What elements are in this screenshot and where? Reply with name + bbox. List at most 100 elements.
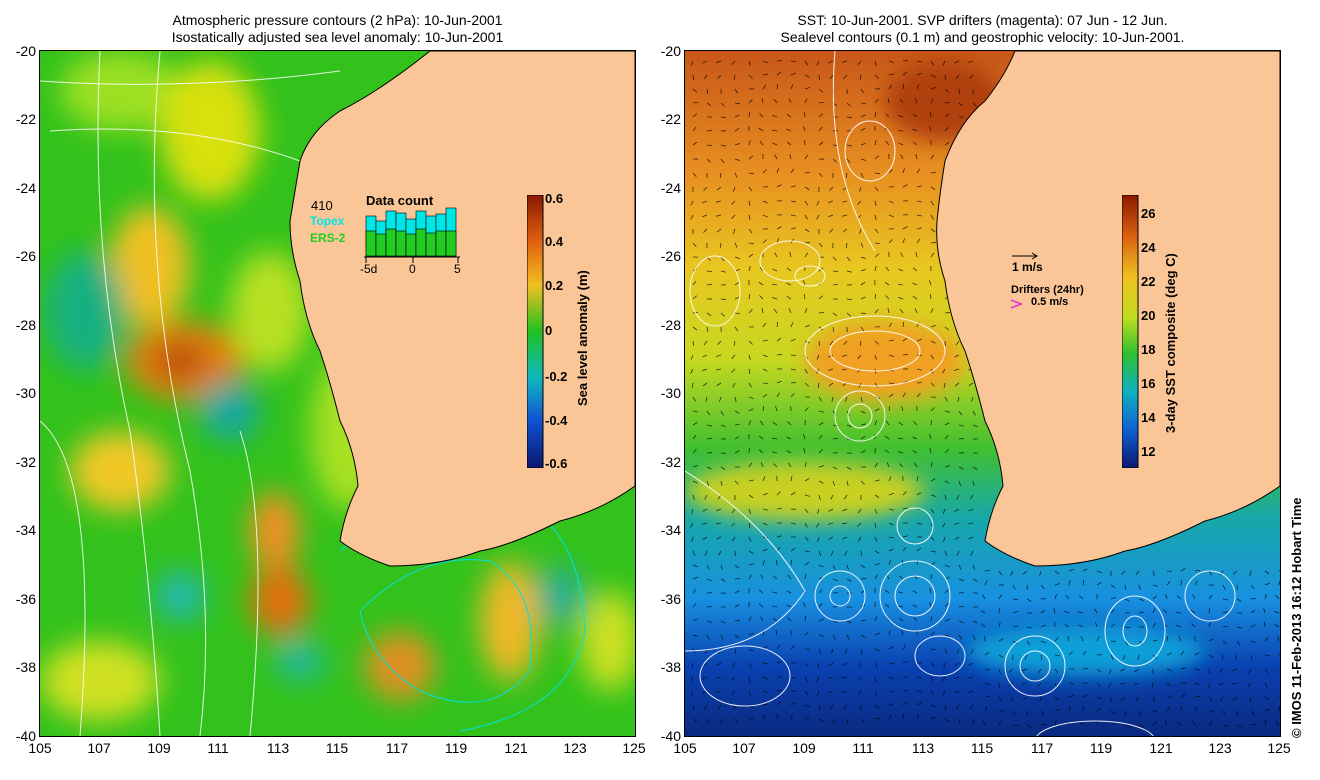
velocity-arrow (958, 88, 961, 95)
velocity-arrow (888, 60, 894, 64)
velocity-arrow (828, 354, 834, 358)
velocity-arrow (857, 522, 862, 527)
velocity-arrow (692, 340, 695, 347)
velocity-arrow (804, 550, 810, 553)
velocity-arrow (846, 564, 849, 570)
velocity-arrow (830, 550, 834, 556)
velocity-arrow (716, 536, 722, 540)
velocity-arrow (716, 382, 722, 386)
data-count-xlabel-start: -5d (360, 262, 378, 276)
velocity-arrow (1190, 609, 1196, 614)
velocity-arrow (860, 450, 866, 454)
velocity-arrow (957, 396, 960, 402)
velocity-arrow (774, 252, 778, 258)
velocity-arrow (857, 676, 862, 681)
velocity-arrow (843, 340, 848, 345)
velocity-arrow (734, 619, 741, 622)
velocity-arrow (1222, 598, 1228, 601)
lat-tick: -22 (660, 111, 681, 127)
velocity-arrow (968, 690, 974, 694)
velocity-arrow (772, 296, 778, 300)
velocity-arrow (731, 522, 736, 527)
velocity-arrow (772, 114, 778, 118)
velocity-arrow (1110, 608, 1115, 614)
velocity-arrow (912, 295, 918, 300)
velocity-arrow (888, 662, 895, 665)
velocity-arrow (888, 630, 891, 636)
velocity-arrow (943, 382, 946, 388)
velocity-arrow (692, 141, 698, 146)
velocity-arrow (968, 536, 974, 540)
velocity-arrow (874, 308, 879, 314)
velocity-arrow (762, 169, 767, 174)
velocity-arrow (776, 507, 782, 510)
velocity-arrow (748, 60, 751, 66)
velocity-arrow (1166, 636, 1169, 642)
velocity-arrow (804, 241, 811, 244)
velocity-arrow (860, 88, 865, 94)
velocity-arrow (859, 74, 862, 80)
velocity-arrow (1024, 654, 1028, 660)
velocity-arrow (958, 620, 964, 623)
sea-level-colorbar (527, 195, 544, 468)
velocity-arrow (748, 462, 753, 468)
velocity-arrow (901, 630, 904, 636)
velocity-arrow (901, 559, 904, 566)
velocity-arrow (734, 143, 740, 146)
velocity-arrow (930, 87, 936, 90)
velocity-arrow (970, 648, 974, 654)
velocity-arrow (874, 74, 879, 79)
left-map-panel: Data count 410 Topex ERS-2 -5d 0 5 0.6 0… (40, 51, 635, 736)
velocity-arrow (860, 158, 866, 161)
velocity-arrow (772, 142, 778, 146)
velocity-arrow (874, 676, 877, 682)
velocity-arrow (972, 102, 978, 107)
lon-tick: 109 (147, 740, 171, 756)
velocity-arrow (759, 113, 764, 118)
velocity-arrow (874, 253, 880, 258)
velocity-arrow (1176, 611, 1182, 614)
velocity-arrow (790, 84, 794, 90)
velocity-arrow (1068, 580, 1071, 586)
velocity-arrow (790, 354, 797, 357)
velocity-arrow (720, 298, 727, 301)
velocity-arrow (944, 704, 947, 710)
velocity-arrow (1275, 594, 1280, 600)
velocity-arrow (734, 242, 738, 248)
velocity-arrow (930, 98, 934, 104)
velocity-arrow (998, 696, 1003, 702)
right-title-line2: Sealevel contours (0.1 m) and geostrophi… (780, 29, 1185, 45)
right-title: SST: 10-Jun-2001. SVP drifters (magenta)… (685, 12, 1280, 46)
velocity-arrow (804, 462, 807, 468)
velocity-arrow (1040, 609, 1046, 614)
velocity-arrow (775, 630, 778, 636)
velocity-arrow (776, 184, 782, 188)
velocity-arrow (720, 466, 726, 471)
velocity-arrow (761, 308, 764, 314)
velocity-arrow (912, 436, 918, 440)
velocity-arrow (930, 648, 937, 651)
velocity-arrow (748, 242, 754, 245)
velocity-arrow (692, 588, 697, 594)
velocity-arrow (762, 239, 767, 244)
velocity-arrow (1079, 721, 1084, 726)
lon-tick: 115 (325, 740, 349, 756)
velocity-arrow (887, 308, 890, 314)
velocity-arrow (804, 214, 808, 220)
velocity-arrow (943, 662, 946, 668)
velocity-arrow (804, 704, 810, 708)
velocity-arrow (690, 690, 694, 696)
lon-tick: 107 (732, 740, 756, 756)
velocity-arrow (842, 368, 848, 371)
velocity-arrow (734, 158, 740, 161)
velocity-arrow (692, 88, 698, 93)
velocity-arrow (860, 102, 867, 105)
velocity-arrow (776, 226, 782, 230)
velocity-arrow (874, 266, 877, 272)
velocity-arrow (912, 604, 918, 608)
velocity-arrow (748, 155, 754, 160)
velocity-arrow (818, 648, 822, 654)
velocity-arrow (930, 214, 934, 220)
velocity-arrow (884, 281, 890, 286)
velocity-arrow (762, 703, 768, 706)
